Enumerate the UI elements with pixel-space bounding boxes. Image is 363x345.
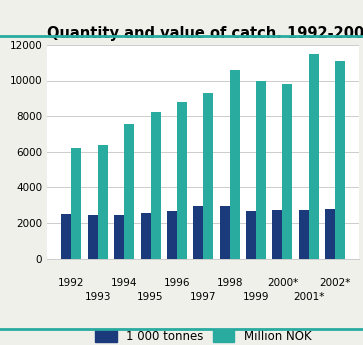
Text: 1997: 1997 [190, 292, 217, 302]
Bar [61, 214, 72, 259]
Bar [151, 112, 160, 259]
Text: 1999: 1999 [243, 292, 269, 302]
Bar [88, 215, 98, 259]
Text: 1994: 1994 [111, 278, 138, 288]
Text: 1993: 1993 [85, 292, 111, 302]
Bar [203, 93, 213, 259]
Bar [193, 206, 203, 259]
Bar [246, 211, 256, 259]
Bar [114, 215, 124, 259]
Bar [272, 210, 282, 259]
Bar [256, 80, 266, 259]
Bar [72, 148, 81, 259]
Legend: 1 000 tonnes, Million NOK: 1 000 tonnes, Million NOK [95, 330, 311, 343]
Bar [220, 206, 230, 259]
Bar [230, 70, 240, 259]
Text: 2001*: 2001* [293, 292, 325, 302]
Bar [282, 84, 293, 259]
Bar [124, 124, 134, 259]
Bar [140, 213, 151, 259]
Bar [309, 54, 319, 259]
Text: 2000*: 2000* [267, 278, 298, 288]
Bar [177, 102, 187, 259]
Text: 2002*: 2002* [319, 278, 351, 288]
Text: 1995: 1995 [137, 292, 164, 302]
Text: Quantity and value of catch. 1992-2002: Quantity and value of catch. 1992-2002 [47, 26, 363, 41]
Bar [325, 209, 335, 259]
Bar [167, 210, 177, 259]
Text: 1992: 1992 [58, 278, 85, 288]
Bar [335, 61, 345, 259]
Text: 1998: 1998 [216, 278, 243, 288]
Bar [299, 210, 309, 259]
Bar [98, 145, 108, 259]
Text: 1996: 1996 [164, 278, 190, 288]
